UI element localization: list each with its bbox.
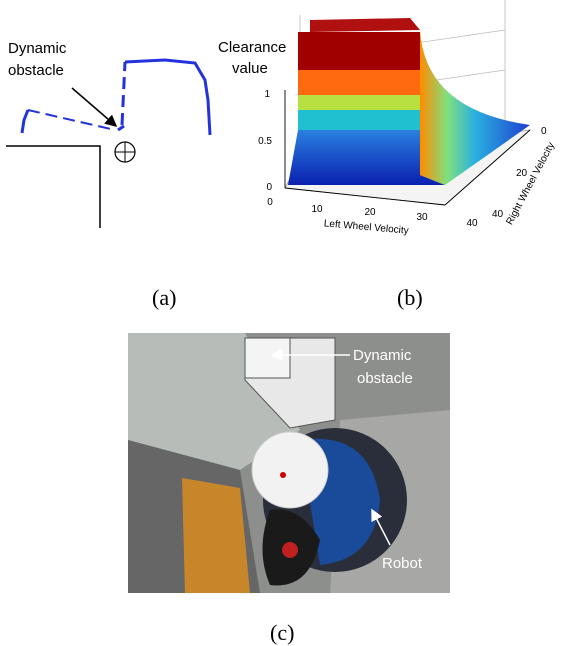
annotation: Dynamic bbox=[353, 347, 412, 364]
tick-label: 0 bbox=[267, 197, 273, 208]
tick-label: 0 bbox=[266, 182, 272, 193]
tick-label: 10 bbox=[311, 204, 323, 215]
annotation: obstacle bbox=[357, 370, 413, 387]
tick-label: 0.5 bbox=[258, 136, 272, 147]
tick-label: 0 bbox=[541, 126, 547, 137]
annotation: obstacle bbox=[8, 62, 64, 79]
axis-title: value bbox=[232, 60, 268, 77]
panel-c: Dynamic obstacle Robot (c) bbox=[128, 333, 450, 645]
panel-a: Dynamic obstacle (a) bbox=[6, 40, 210, 310]
tick-label: 40 bbox=[492, 209, 504, 220]
tick-label: 40 bbox=[466, 218, 478, 229]
axis-title: Right Wheel Velocity bbox=[504, 141, 557, 227]
panel-b: Clearance value 1 0.5 0 0 10 20 30 40 Le… bbox=[218, 0, 557, 310]
tick-label: 30 bbox=[416, 212, 428, 223]
caption: (b) bbox=[397, 285, 423, 310]
axis-title: Clearance bbox=[218, 39, 286, 56]
caption: (a) bbox=[152, 285, 176, 310]
axis-title: Left Wheel Velocity bbox=[323, 218, 409, 236]
annotation: Dynamic bbox=[8, 40, 67, 57]
robot-label: Robot bbox=[382, 555, 423, 572]
tick-label: 20 bbox=[516, 168, 528, 179]
tick-label: 20 bbox=[364, 207, 376, 218]
figure: Dynamic obstacle (a) bbox=[0, 0, 561, 646]
tick-label: 1 bbox=[264, 89, 270, 100]
caption: (c) bbox=[270, 620, 294, 645]
